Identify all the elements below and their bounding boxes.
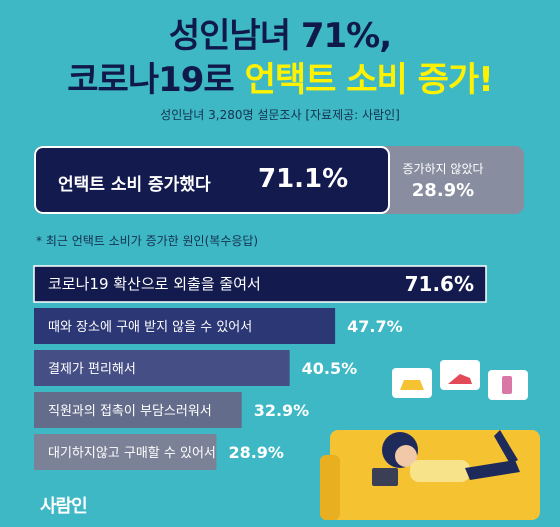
bar-5-label: 대기하지않고 구매할 수 있어서 (48, 446, 216, 461)
title-line-2: 코로나19로 언택트 소비 증가! (0, 52, 560, 101)
bar-2-label: 때와 장소에 구애 받지 않을 수 있어서 (48, 320, 252, 335)
bar-4-value: 32.9% (254, 401, 310, 420)
title-line-1: 성인남녀 71%, (168, 16, 392, 56)
bar-5 (34, 434, 217, 470)
person-laptop-illustration (320, 360, 540, 520)
bar-3-label: 결제가 편리해서 (48, 362, 136, 377)
bar-5-value: 28.9% (228, 443, 284, 462)
reasons-note: * 최근 언택트 소비가 증가한 원인(복수응답) (36, 234, 259, 248)
subtitle: 성인남녀 3,280명 설문조사 [자료제공: 사람인] (160, 108, 400, 122)
bar-1-label: 코로나19 확산으로 외출을 줄여서 (48, 275, 261, 293)
bar-1 (33, 265, 487, 303)
bar-3-value: 40.5% (302, 359, 358, 378)
bar-1-value: 71.6% (405, 272, 474, 296)
split-increased-segment: 언택트 소비 증가했다 71.1% (34, 146, 391, 214)
saramin-logo: 사람인 (40, 496, 88, 517)
bar-3 (34, 350, 290, 386)
title-line-2-prefix: 코로나19로 (67, 60, 245, 100)
split-increased-label: 언택트 소비 증가했다 (58, 175, 211, 195)
bar-2 (34, 308, 336, 344)
bar-2-value: 47.7% (347, 317, 403, 336)
split-not-increased-value: 28.9% (411, 180, 475, 201)
bar-4-label: 직원과의 접촉이 부담스러워서 (48, 404, 212, 419)
bar-4 (34, 392, 242, 428)
reasons-bar-chart: 코로나19 확산으로 외출을 줄여서 71.6% 때와 장소에 구애 받지 않을 수… (33, 265, 487, 470)
split-increased-value: 71.1% (258, 164, 349, 194)
split-not-increased-label: 증가하지 않았다 (402, 162, 484, 176)
title-highlight: 언택트 소비 증가! (244, 60, 494, 100)
split-bar: 언택트 소비 증가했다 71.1% 증가하지 않았다 28.9% (34, 146, 524, 214)
